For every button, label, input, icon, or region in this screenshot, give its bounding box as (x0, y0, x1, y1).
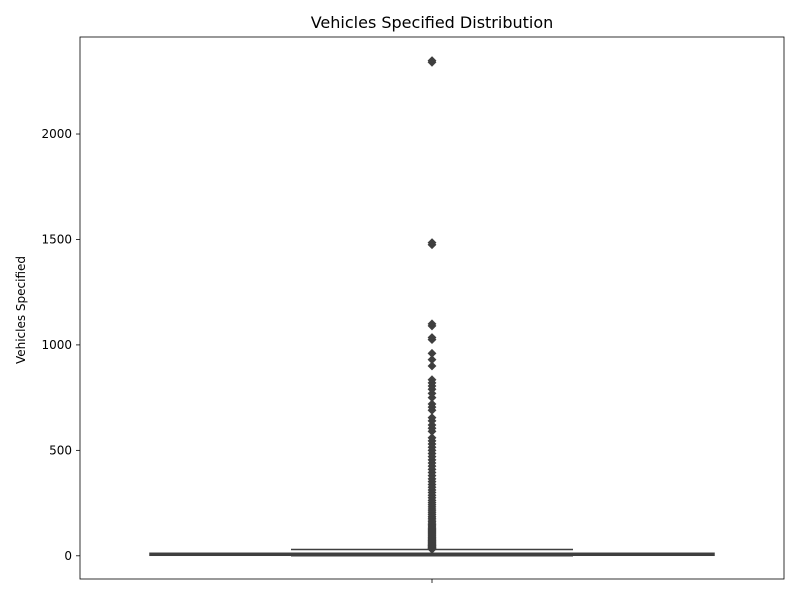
chart-title: Vehicles Specified Distribution (311, 13, 554, 32)
outlier-point (427, 333, 437, 342)
y-tick-label: 1500 (41, 232, 72, 246)
y-tick-label: 1000 (41, 338, 72, 352)
y-tick-label: 0 (64, 549, 72, 563)
plot-area (79, 36, 785, 580)
y-axis: 0 500 1000 1500 2000 (41, 127, 80, 563)
outlier-point (427, 361, 437, 371)
outlier-point (427, 56, 437, 66)
outlier-point (427, 433, 437, 443)
outlier-point (427, 413, 437, 423)
outlier-point (427, 399, 437, 409)
outlier-point (427, 319, 437, 329)
outlier-point (427, 375, 437, 385)
y-tick-label: 2000 (41, 127, 72, 141)
outlier-point (427, 238, 437, 248)
outlier-point (427, 355, 437, 365)
outlier-point (427, 348, 437, 358)
y-tick-label: 500 (49, 443, 72, 457)
y-axis-label: Vehicles Specified (14, 256, 28, 364)
